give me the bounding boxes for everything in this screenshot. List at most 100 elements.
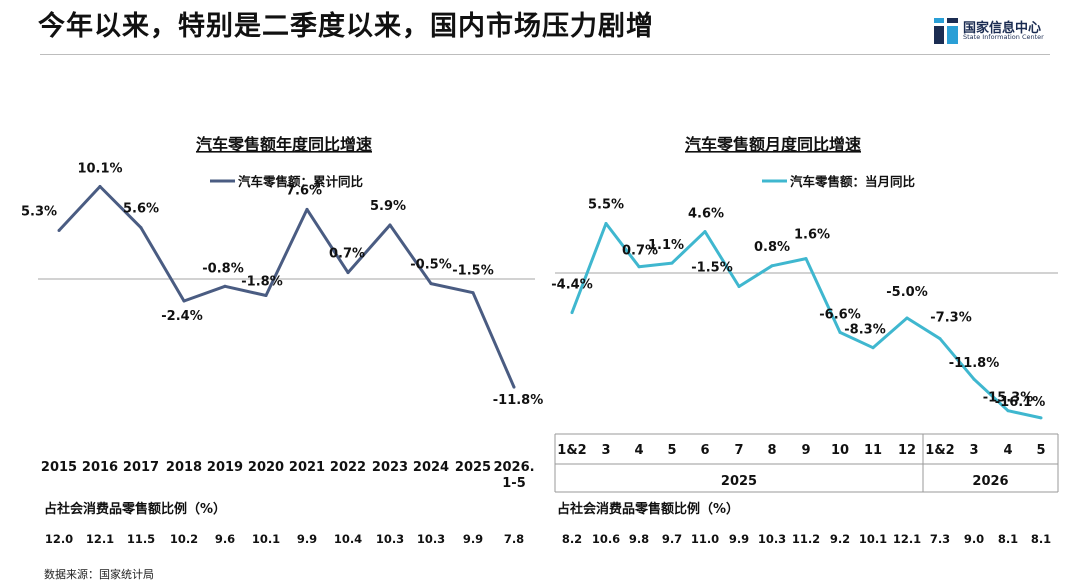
annual-share-value: 11.5 [127,532,155,546]
annual-data-point [388,223,392,227]
monthly-category-label: 11 [864,443,882,458]
monthly-category-label: 3 [969,443,978,458]
monthly-share-row-label: 占社会消费品零售额比例（%） [557,501,739,517]
annual-share-value: 9.9 [297,532,317,546]
annual-category-label: 2022 [330,460,366,475]
source-note: 数据来源：国家统计局 [44,568,154,581]
annual-value-label: -1.8% [241,275,282,290]
monthly-share-value: 12.1 [893,532,921,546]
annual-value-label: -2.4% [161,309,202,324]
monthly-share-value: 8.1 [998,532,1018,546]
monthly-data-point [737,285,741,288]
annual-share-value: 10.1 [252,532,280,546]
monthly-data-point [770,264,774,268]
monthly-category-label: 5 [667,443,676,458]
monthly-share-value: 9.8 [629,532,649,546]
annual-data-point [346,271,350,275]
monthly-category-label: 12 [898,443,916,458]
annual-data-point [305,207,309,211]
monthly-category-label: 6 [700,443,709,458]
annual-data-point [471,291,475,295]
monthly-value-label: -8.3% [844,323,885,338]
monthly-data-point [1006,409,1010,413]
monthly-category-label: 1&2 [925,443,954,458]
monthly-value-label: -16.1% [995,395,1046,410]
annual-share-value: 10.3 [417,532,445,546]
monthly-data-point [972,377,976,381]
monthly-value-label: -15.3% [983,391,1034,406]
monthly-data-point [1039,416,1043,420]
logo-chinese-text: 国家信息中心 [963,21,1042,36]
annual-value-label: -11.8% [493,393,544,408]
annual-data-point [264,294,268,297]
monthly-value-label: -6.6% [819,307,860,322]
annual-value-label: 0.7% [329,247,365,262]
state-info-center-logo: 国家信息中心 State Information Center [934,18,1054,46]
monthly-share-value: 8.2 [562,532,582,546]
annual-data-point [57,229,61,232]
monthly-data-point [871,346,875,350]
annual-category-label: 2019 [207,460,243,475]
monthly-data-point [604,222,608,225]
monthly-share-value: 7.3 [930,532,950,546]
monthly-value-label: -1.5% [691,261,732,276]
annual-data-point [429,282,433,286]
annual-category-label: 2023 [372,460,408,475]
monthly-value-label: -4.4% [551,278,592,293]
monthly-category-label: 1&2 [557,443,586,458]
annual-category-label: 2025 [455,460,491,475]
annual-data-point [512,385,516,389]
annual-value-label: 10.1% [77,162,122,177]
monthly-share-value: 9.9 [729,532,749,546]
monthly-category-label: 10 [831,443,849,458]
annual-category-label: 2017 [123,460,159,475]
monthly-category-label: 9 [801,443,810,458]
monthly-value-label: 4.6% [688,207,724,222]
annual-share-value: 12.0 [45,532,73,546]
monthly-value-label: 0.8% [754,240,790,255]
monthly-share-value: 9.0 [964,532,984,546]
monthly-category-label: 8 [767,443,776,458]
annual-data-point [139,226,143,230]
annual-chart-title: 汽车零售额年度同比增速 [196,135,372,154]
annual-category-label: 2020 [248,460,284,475]
monthly-category-label: 4 [1003,443,1012,458]
monthly-share-value: 9.7 [662,532,682,546]
annual-category-label: 2024 [413,460,449,475]
logo-mark-icon [934,18,958,44]
monthly-legend-label: 汽车零售额：当月同比 [790,174,916,189]
monthly-category-label: 7 [734,443,743,458]
monthly-share-value: 8.1 [1031,532,1051,546]
monthly-data-point [804,257,808,261]
annual-data-point [223,284,227,288]
logo-english-text: State Information Center [963,33,1044,41]
monthly-year-group-label: 2025 [721,474,757,489]
annual-value-label: -0.8% [202,261,243,276]
annual-category-label: 2015 [41,460,77,475]
monthly-value-label: 1.6% [794,228,830,243]
annual-data-point [182,299,186,303]
monthly-share-value: 11.2 [792,532,820,546]
annual-share-value: 10.4 [334,532,362,546]
annual-share-value: 10.2 [170,532,198,546]
monthly-share-value: 9.2 [830,532,850,546]
annual-category-label: 2021 [289,460,325,475]
annual-share-value: 9.9 [463,532,483,546]
monthly-share-value: 11.0 [691,532,719,546]
monthly-value-label: -7.3% [930,311,971,326]
monthly-value-label: -5.0% [886,285,927,300]
monthly-value-label: 1.1% [648,238,684,253]
monthly-data-point [938,337,942,341]
annual-share-row-label: 占社会消费品零售额比例（%） [44,501,226,517]
annual-value-label: 5.9% [370,199,406,214]
monthly-category-label: 4 [634,443,643,458]
annual-value-label: -0.5% [410,258,451,273]
annual-series-line [57,185,516,388]
annual-share-value: 9.6 [215,532,235,546]
header-divider [40,54,1050,55]
annual-category-label: 2018 [166,460,202,475]
annual-legend-label: 汽车零售额：累计同比 [238,174,364,189]
monthly-data-point [670,261,674,265]
annual-share-value: 12.1 [86,532,114,546]
monthly-category-label: 3 [601,443,610,458]
